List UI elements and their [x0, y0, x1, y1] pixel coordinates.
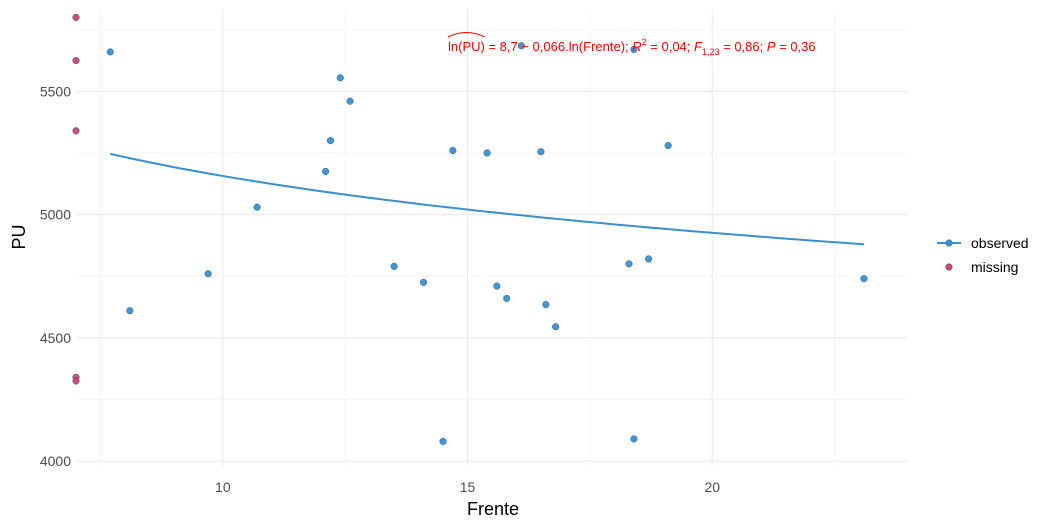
observed-point [106, 48, 114, 56]
annotation-r2-value: = 0,04; [647, 39, 694, 54]
fit-line-group [110, 152, 865, 246]
observed-point [253, 203, 261, 211]
observed-point [542, 301, 550, 309]
observed-point [645, 255, 653, 263]
observed-point [390, 262, 398, 270]
x-tick-label: 10 [215, 479, 231, 495]
legend: observed missing [937, 235, 1029, 275]
observed-point [322, 167, 330, 175]
y-axis-ticks: 4000 4500 5000 5500 [40, 83, 71, 469]
annotation-p-label: P [767, 39, 776, 54]
observed-point [483, 149, 491, 157]
observed-point [664, 142, 672, 150]
y-tick-label: 4000 [40, 453, 71, 469]
legend-label-missing: missing [971, 259, 1018, 275]
observed-point [419, 278, 428, 286]
annotation-equation: = 8,7 − 0,066.ln(Frente); [485, 39, 632, 54]
data-points [72, 13, 868, 445]
observed-point [630, 435, 638, 443]
legend-label-observed: observed [971, 235, 1029, 251]
annotation-p-value: = 0,36 [776, 39, 816, 54]
gridlines [76, 10, 908, 466]
observed-point [346, 97, 354, 105]
legend-key-missing [945, 263, 953, 271]
observed-point [336, 74, 344, 82]
observed-point [503, 294, 511, 302]
observed-point [326, 137, 335, 145]
annotation-text: ln(PU) = 8,7 − 0,066.ln(Frente); R2 = 0,… [448, 37, 816, 57]
observed-point [630, 45, 638, 53]
y-axis-title: PU [9, 224, 29, 249]
observed-point [517, 42, 525, 50]
observed-point [439, 437, 447, 445]
observed-point [860, 275, 868, 283]
x-axis-ticks: 10 15 20 [215, 479, 720, 495]
missing-point [72, 56, 80, 65]
annotation-r2-label: R [632, 39, 641, 54]
annotation-f-value: = 0,86; [720, 39, 767, 54]
observed-point [449, 146, 457, 155]
observed-point [493, 282, 501, 290]
observed-point [204, 270, 212, 278]
observed-point [625, 260, 633, 268]
annotation-hat [447, 32, 486, 38]
fit-line [110, 152, 865, 246]
missing-point [72, 13, 80, 21]
x-tick-label: 15 [460, 479, 476, 495]
x-axis-title: Frente [467, 499, 519, 519]
observed-point [552, 323, 560, 331]
y-tick-label: 5000 [40, 207, 71, 223]
missing-point [72, 377, 80, 385]
missing-point [72, 127, 80, 135]
observed-point [537, 148, 545, 156]
annotation-hat-text: ln(PU) [448, 39, 485, 54]
y-tick-label: 5500 [40, 83, 71, 99]
x-tick-label: 20 [704, 479, 720, 495]
annotation-f-label: F [694, 39, 703, 54]
annotation-r2-sup: 2 [642, 37, 647, 47]
annotation-f-sub: 1,23 [702, 47, 720, 57]
regression-annotation: ln(PU) = 8,7 − 0,066.ln(Frente); R2 = 0,… [447, 32, 816, 57]
y-tick-label: 4500 [40, 330, 71, 346]
observed-point [126, 307, 134, 315]
legend-key-observed [945, 239, 953, 247]
